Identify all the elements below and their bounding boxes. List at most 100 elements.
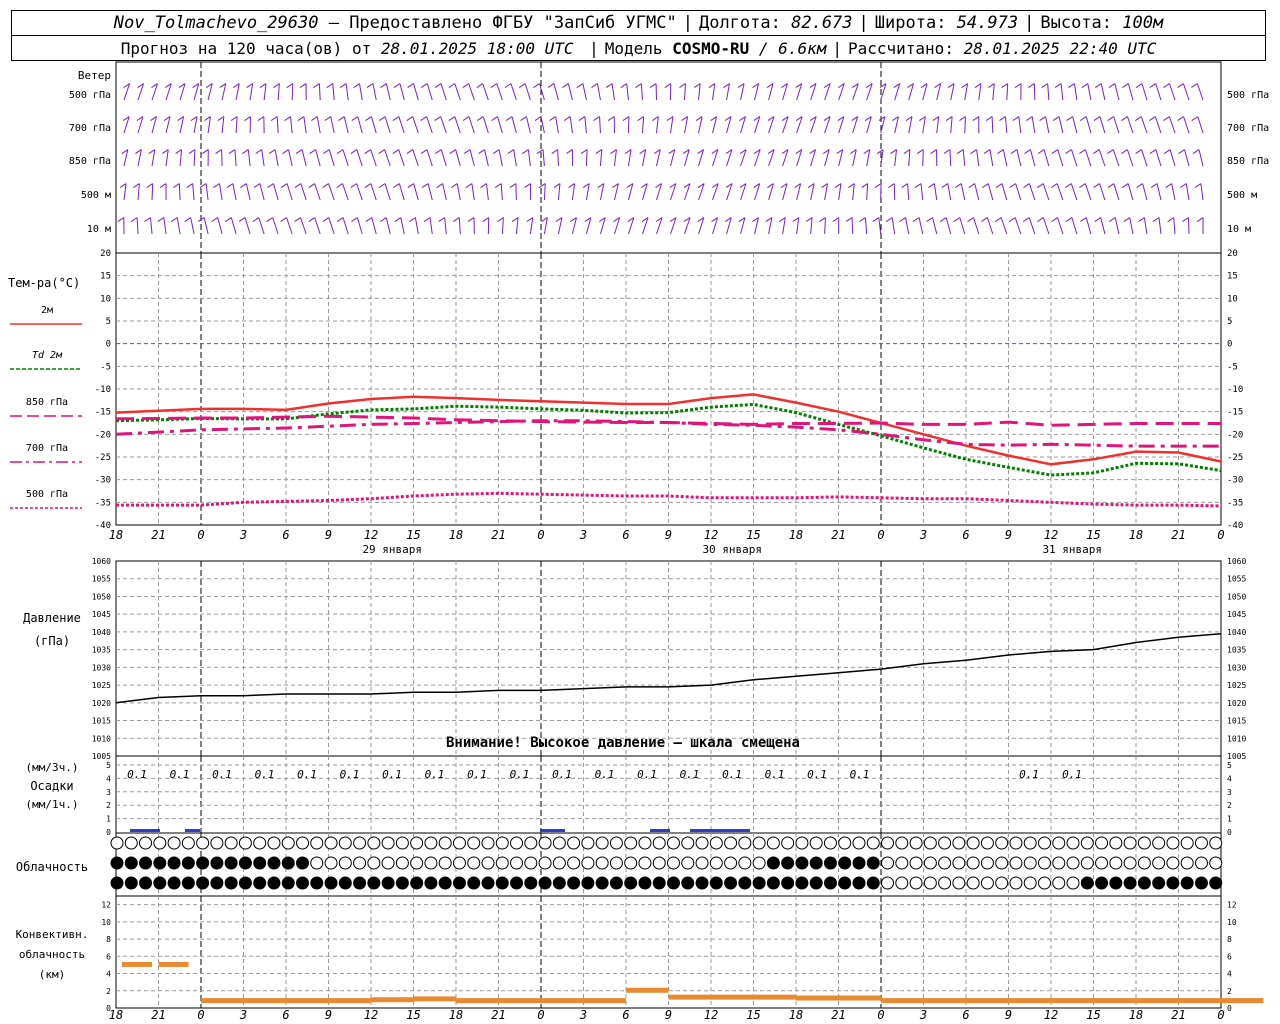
wind-barb	[314, 183, 321, 201]
hour-label-mid: 21	[491, 528, 505, 542]
wind-barb-flag	[1196, 217, 1204, 223]
cloud-symbol	[923, 836, 937, 850]
cloud-symbol	[153, 856, 167, 870]
wind-barb-flag	[273, 83, 280, 89]
cloud-symbol	[438, 876, 452, 890]
pressure-ytick: 1020	[92, 699, 111, 708]
conv-bar	[456, 998, 499, 1004]
wind-barb	[232, 183, 237, 201]
lat-label: Широта:	[874, 13, 947, 33]
wind-barb-flag	[255, 149, 262, 155]
wind-barb	[261, 149, 265, 167]
wind-barb	[426, 83, 433, 101]
wind-barb	[1183, 116, 1190, 134]
wind-level-label: 850 гПа	[69, 156, 111, 167]
wind-barb-flag	[555, 217, 563, 223]
wind-barb	[585, 149, 588, 167]
wind-barb-flag	[683, 217, 691, 223]
wind-barb-flag	[121, 149, 129, 155]
cloud-symbol	[1095, 856, 1109, 870]
wind-barb	[328, 149, 335, 167]
wind-barb-flag	[1014, 83, 1022, 89]
cloud-symbol	[167, 856, 181, 870]
cloud-symbol	[709, 856, 723, 870]
pressure-ytick-right: 1045	[1227, 610, 1246, 619]
wind-barb	[712, 217, 719, 235]
cloud-symbol	[1066, 876, 1080, 890]
wind-barb-flag	[792, 217, 799, 223]
cloud-symbol	[524, 836, 538, 850]
cloud-symbol	[210, 836, 224, 850]
wind-level-label: 500 гПа	[69, 90, 111, 101]
hour-label-bottom: 6	[622, 1008, 629, 1022]
wind-barb	[768, 149, 775, 167]
wind-barb-flag	[930, 149, 937, 155]
wind-barb	[342, 149, 349, 167]
wind-barb-flag	[364, 149, 371, 155]
wind-barb	[684, 183, 691, 201]
wind-barb-flag	[380, 217, 387, 223]
wind-barb	[627, 149, 632, 167]
pressure-ytick-right: 1040	[1227, 628, 1246, 637]
wind-barb	[782, 149, 789, 167]
wind-barb	[1047, 83, 1050, 101]
cloud-symbol	[1038, 836, 1051, 850]
wind-barb	[1142, 183, 1148, 201]
cloud-symbol	[881, 856, 895, 870]
wind-barb-flag	[878, 116, 886, 122]
wind-barb-flag	[1095, 83, 1102, 89]
wind-barb-flag	[766, 83, 774, 89]
pressure-title: Давление	[23, 611, 81, 625]
wind-barb-flag	[119, 183, 127, 189]
wind-barb	[315, 149, 321, 167]
forecast-from: 28.01.2025 18:00 UTC	[380, 39, 574, 58]
wind-barb	[1099, 116, 1106, 134]
conv-ytick: 12	[101, 901, 111, 910]
pressure-ytick-right: 1055	[1227, 575, 1246, 584]
wind-barb	[959, 217, 966, 235]
wind-barb-flag	[624, 149, 632, 155]
wind-barb-flag	[199, 183, 207, 189]
cloud-symbol	[338, 856, 352, 870]
conv-title: Конвективн.	[16, 928, 89, 941]
temp-ytick-right: 10	[1227, 294, 1238, 304]
hour-label-bottom: 9	[665, 1008, 672, 1022]
day-label: 30 января	[702, 543, 762, 556]
wind-barb-flag	[767, 183, 774, 189]
temp-ytick-right: -35	[1227, 498, 1243, 508]
wind-barb-flag	[1194, 183, 1202, 189]
cloud-symbol	[923, 856, 937, 870]
wind-barb-flag	[1028, 83, 1035, 89]
cloud-symbol	[538, 836, 552, 850]
wind-barb-flag	[192, 83, 199, 89]
wind-barb-flag	[888, 183, 895, 189]
wind-barb-flag	[725, 149, 733, 155]
wind-barb	[782, 217, 786, 235]
wind-barb	[726, 217, 732, 235]
wind-barb-flag	[322, 183, 329, 189]
wind-barb	[163, 217, 167, 235]
wind-barb	[1072, 116, 1078, 134]
wind-barb	[864, 217, 868, 235]
wind-barb-flag	[438, 217, 445, 223]
precip-ytick: 1	[106, 815, 111, 824]
cloud-symbol	[139, 836, 153, 850]
wind-barb	[796, 83, 803, 101]
wind-barb-flag	[649, 83, 657, 89]
calc-time: 28.01.2025 22:40 UTC	[963, 39, 1157, 58]
pressure-ytick: 1015	[92, 717, 111, 726]
wind-barb-flag	[753, 149, 761, 155]
wind-barb	[332, 83, 335, 101]
precip-value-label: 0.1	[340, 768, 360, 781]
cloud-symbol	[1066, 856, 1080, 870]
wind-barb-flag	[668, 149, 676, 155]
wind-barb-flag	[1012, 116, 1020, 122]
wind-barb	[726, 183, 733, 201]
wind-barb	[922, 83, 928, 101]
wind-barb	[165, 149, 169, 167]
wind-barb-flag	[1163, 116, 1170, 122]
wind-barb	[414, 217, 419, 235]
wind-barb	[1187, 217, 1190, 235]
wind-barb-flag	[1179, 183, 1187, 189]
cloud-symbol	[267, 856, 281, 870]
